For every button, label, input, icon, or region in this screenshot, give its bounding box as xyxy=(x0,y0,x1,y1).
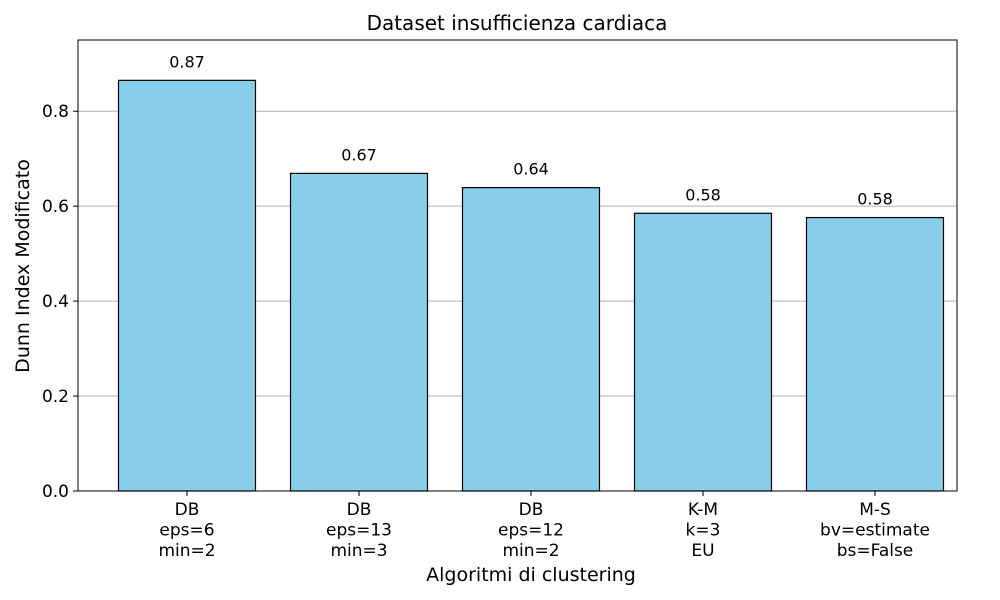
data-label: 0.64 xyxy=(513,160,549,179)
x-tick-label: min=2 xyxy=(502,541,559,561)
x-tick-label: M-S xyxy=(859,500,891,520)
x-tick-label: min=2 xyxy=(158,541,215,561)
data-label: 0.87 xyxy=(169,52,205,71)
x-axis-ticks: DBeps=6min=2DBeps=13min=3DBeps=12min=2K-… xyxy=(158,491,930,561)
bar xyxy=(633,212,773,492)
x-tick-label: DB xyxy=(347,500,372,520)
data-labels: 0.87 0.67 0.64 0.58 0.58 xyxy=(169,52,893,208)
data-label: 0.58 xyxy=(685,185,721,204)
x-tick-label: EU xyxy=(691,541,714,561)
x-tick-label: eps=13 xyxy=(326,521,392,541)
x-tick-label: K-M xyxy=(688,500,718,520)
bar xyxy=(805,216,945,492)
x-tick-label: eps=12 xyxy=(498,521,564,541)
x-tick-label: bv=estimate xyxy=(820,521,930,541)
x-tick-label: min=3 xyxy=(330,541,387,561)
y-tick-label: 0.8 xyxy=(42,102,69,122)
y-tick-label: 0.2 xyxy=(42,387,69,407)
y-axis-title: Dunn Index Modificato xyxy=(12,159,34,373)
bar xyxy=(461,187,601,492)
bar xyxy=(117,79,257,492)
x-tick-label: eps=6 xyxy=(159,521,214,541)
y-tick-label: 0.4 xyxy=(42,292,69,312)
x-tick-label: DB xyxy=(175,500,200,520)
y-axis-ticks: 0.0 0.2 0.4 0.6 0.8 xyxy=(42,102,78,502)
data-label: 0.58 xyxy=(857,190,893,209)
data-label: 0.67 xyxy=(341,145,377,164)
y-tick-label: 0.6 xyxy=(42,197,69,217)
x-axis-title: Algoritmi di clustering xyxy=(426,564,636,586)
y-tick-label: 0.0 xyxy=(42,482,69,502)
plot-frame xyxy=(77,39,958,492)
bar xyxy=(289,172,429,492)
x-tick-label: k=3 xyxy=(686,521,721,541)
bars xyxy=(117,79,945,492)
chart-title: Dataset insufficienza cardiaca xyxy=(367,11,668,35)
x-tick-label: DB xyxy=(519,500,544,520)
x-tick-label: bs=False xyxy=(837,541,914,561)
